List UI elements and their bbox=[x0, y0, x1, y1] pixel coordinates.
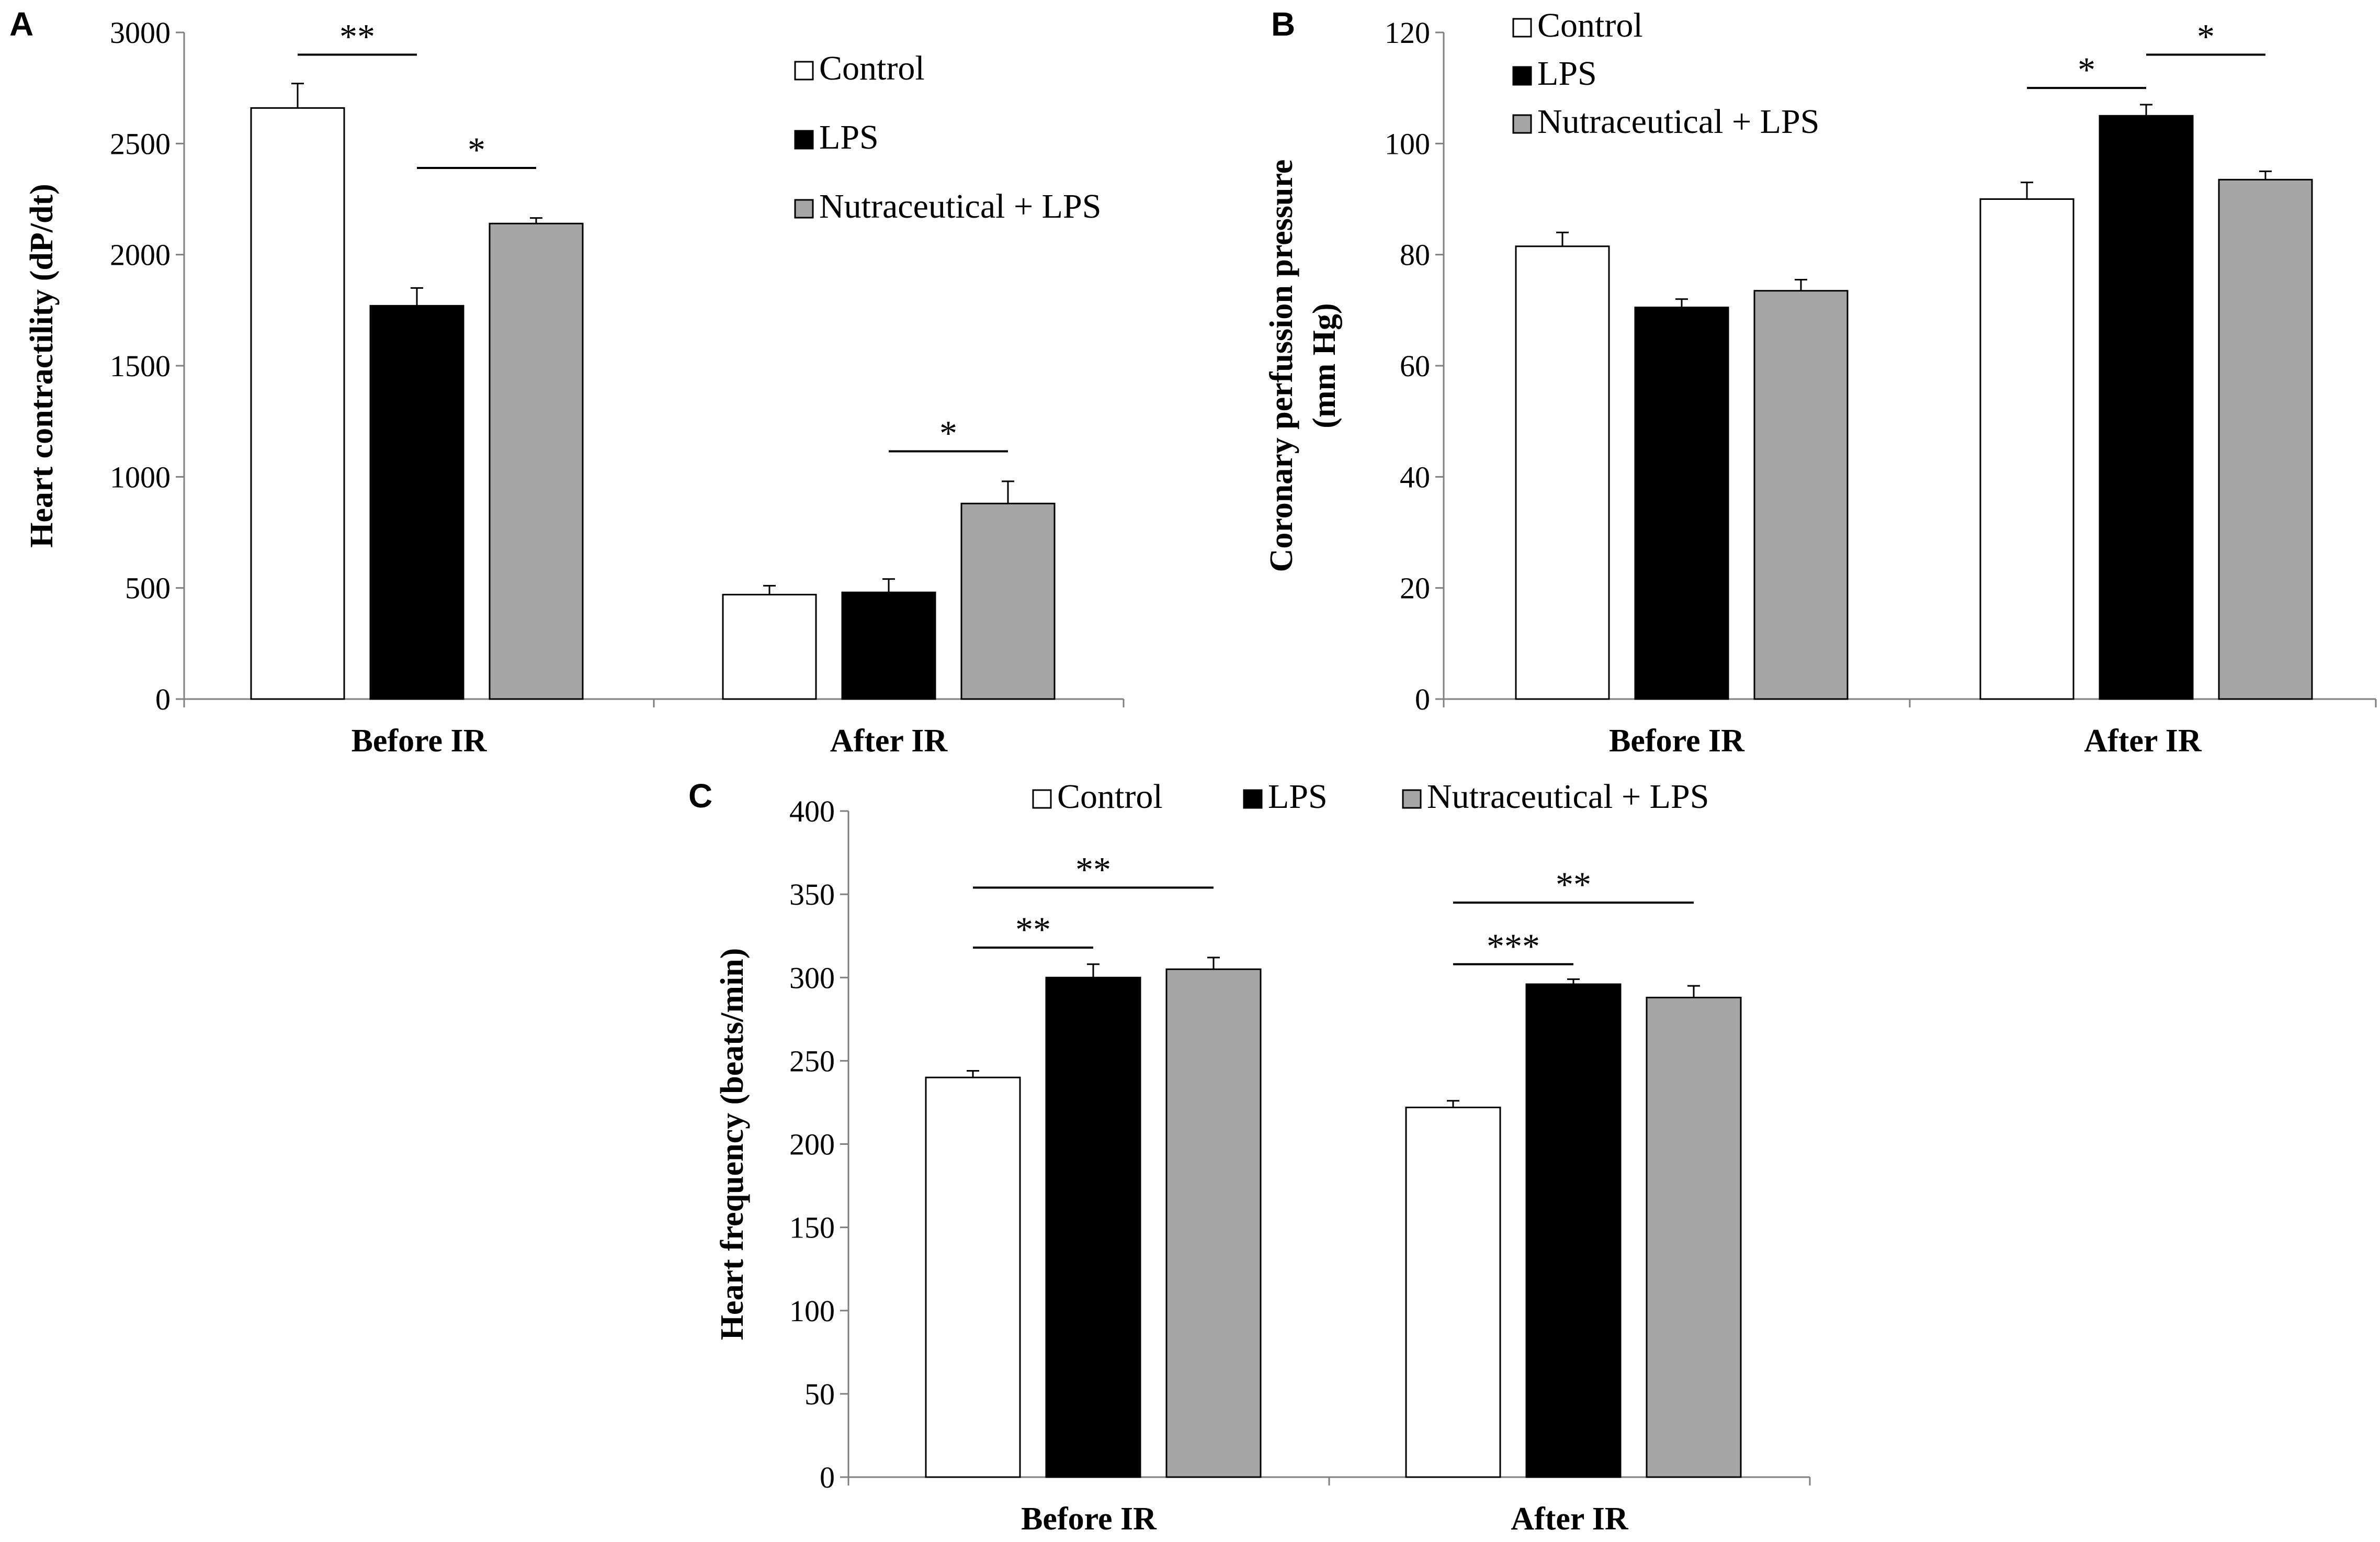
chart-panel-a: A 0 500 1000 1500 2000 2500 3000 Before IR After … bbox=[9, 5, 1125, 759]
significance-label: *** bbox=[1487, 926, 1540, 966]
significance-label: * bbox=[2197, 16, 2215, 56]
legend-label: Nutraceutical + LPS bbox=[1537, 103, 1819, 141]
y-tick-label: 0 bbox=[820, 1460, 835, 1494]
legend-label: LPS bbox=[1537, 54, 1597, 93]
y-axis-label: Heart contractility (dP/dt) bbox=[24, 184, 60, 548]
significance-label: * bbox=[2078, 50, 2095, 89]
panel-letter: C bbox=[688, 777, 712, 815]
legend-swatch bbox=[1032, 789, 1052, 809]
legend-swatch bbox=[1243, 789, 1263, 809]
bar bbox=[722, 593, 817, 700]
y-axis-label-line: Coronary perfussion pressure bbox=[1264, 160, 1299, 572]
legend-swatch bbox=[794, 199, 814, 219]
legend-swatch bbox=[1512, 66, 1532, 86]
x-category-label: Before IR bbox=[1609, 723, 1745, 759]
y-tick-label: 2000 bbox=[110, 238, 171, 272]
legend-label: LPS bbox=[1268, 778, 1328, 816]
legend-swatch bbox=[1512, 114, 1532, 134]
y-tick-label: 50 bbox=[804, 1377, 835, 1411]
bar bbox=[1646, 996, 1742, 1478]
y-tick-label: 0 bbox=[1415, 682, 1430, 716]
y-tick-label: 150 bbox=[789, 1211, 835, 1245]
bar bbox=[369, 305, 464, 700]
bar bbox=[1525, 983, 1622, 1478]
y-tick-label: 1000 bbox=[110, 460, 171, 494]
bar bbox=[1753, 290, 1849, 700]
y-tick-label: 20 bbox=[1400, 571, 1430, 605]
bar bbox=[1045, 976, 1141, 1478]
legend-label: Nutraceutical + LPS bbox=[819, 187, 1101, 226]
legend-swatch bbox=[794, 61, 814, 81]
bar bbox=[841, 591, 936, 700]
bar bbox=[489, 222, 584, 700]
y-axis-label-line: (mm Hg) bbox=[1307, 303, 1342, 428]
y-tick-label: 300 bbox=[789, 961, 835, 995]
y-axis-label: Coronary perfussion pressure (mm Hg) bbox=[1264, 160, 1342, 572]
legend-swatch bbox=[1402, 789, 1422, 809]
panel-letter: B bbox=[1271, 5, 1295, 43]
bar bbox=[250, 107, 345, 700]
y-tick-label: 120 bbox=[1385, 16, 1430, 50]
x-category-label: After IR bbox=[2084, 723, 2202, 759]
y-tick-label: 1500 bbox=[110, 349, 171, 383]
chart-panel-b: B 0 20 40 60 80 100 120 Before IR After IR Coronar… bbox=[1264, 5, 2377, 759]
bar bbox=[1405, 1106, 1501, 1478]
y-tick-label: 250 bbox=[789, 1044, 835, 1078]
legend-label: LPS bbox=[819, 118, 879, 156]
legend-label: Control bbox=[1057, 778, 1163, 816]
legend-label: Control bbox=[1537, 6, 1643, 44]
y-tick-label: 2500 bbox=[110, 127, 171, 161]
chart-panel-c: C 0 50 100 150 200 250 300 350 400 Before IR After … bbox=[688, 777, 1811, 1537]
y-tick-label: 100 bbox=[789, 1294, 835, 1328]
y-tick-label: 80 bbox=[1400, 238, 1430, 272]
bar bbox=[1979, 198, 2075, 700]
panel-letter: A bbox=[9, 5, 33, 43]
bar bbox=[1165, 968, 1262, 1478]
y-tick-label: 200 bbox=[789, 1128, 835, 1162]
x-category-label: After IR bbox=[1511, 1501, 1629, 1537]
y-tick-label: 40 bbox=[1400, 460, 1430, 494]
y-tick-label: 3000 bbox=[110, 16, 171, 50]
y-axis-label: Heart frequency (beats/min) bbox=[715, 948, 750, 1341]
bar bbox=[2218, 178, 2313, 700]
y-tick-label: 60 bbox=[1400, 349, 1430, 383]
y-tick-label: 0 bbox=[155, 682, 171, 716]
bar bbox=[1515, 245, 1610, 700]
significance-label: * bbox=[939, 413, 957, 453]
legend-swatch bbox=[1512, 18, 1532, 38]
y-tick-label: 100 bbox=[1385, 127, 1430, 161]
y-tick-label: 400 bbox=[789, 794, 835, 828]
x-category-label: Before IR bbox=[352, 723, 488, 759]
significance-label: ** bbox=[1075, 849, 1111, 889]
significance-label: * bbox=[468, 130, 485, 170]
y-tick-label: 350 bbox=[789, 877, 835, 911]
x-category-label: After IR bbox=[830, 723, 948, 759]
bar bbox=[2099, 115, 2194, 700]
x-category-label: Before IR bbox=[1021, 1501, 1157, 1537]
significance-label: ** bbox=[1015, 909, 1051, 949]
bar bbox=[1634, 307, 1729, 700]
bar bbox=[960, 502, 1056, 700]
legend-swatch bbox=[794, 130, 814, 150]
legend-label: Control bbox=[819, 49, 925, 87]
legend-label: Nutraceutical + LPS bbox=[1427, 778, 1709, 816]
significance-label: ** bbox=[1556, 864, 1591, 904]
bar bbox=[925, 1076, 1021, 1478]
y-tick-label: 500 bbox=[125, 571, 171, 605]
significance-label: ** bbox=[339, 16, 375, 56]
